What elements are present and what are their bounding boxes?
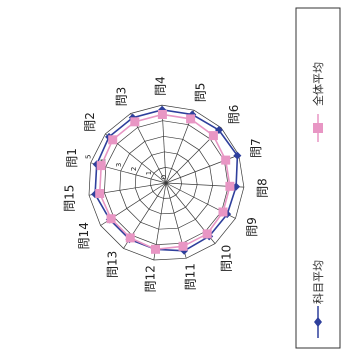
series-2-point-11 (178, 241, 188, 251)
tick-label-2: 2 (130, 167, 138, 171)
category-label-8: 問8 (255, 178, 269, 198)
tick-label-5: 5 (85, 155, 93, 159)
grid-ring-5 (88, 104, 245, 261)
series-2-line (98, 113, 231, 251)
category-label-7: 問7 (249, 138, 263, 158)
series-2-point-2 (108, 135, 118, 145)
series-2-point-7 (221, 155, 231, 165)
series-2-point-10 (202, 229, 212, 239)
series-1 (91, 105, 242, 255)
legend-box (295, 7, 341, 349)
category-label-5: 問5 (193, 83, 207, 103)
tick-label-0: 0 (160, 175, 168, 179)
legend-label-series-1: 科目平均 (311, 260, 325, 304)
tick-label-3: 3 (115, 163, 123, 167)
category-label-4: 問4 (153, 76, 167, 96)
category-label-6: 問6 (227, 105, 241, 125)
grid-ring-4 (104, 120, 229, 245)
category-label-11: 問11 (184, 263, 198, 290)
series-2-point-6 (208, 131, 218, 141)
series-1-point-7 (233, 151, 242, 160)
series-2-point-4 (157, 110, 167, 119)
series-2-point-15 (95, 189, 105, 198)
grid-ring-1 (150, 167, 182, 199)
grid-ring-2 (134, 151, 198, 215)
series-2-point-12 (151, 244, 160, 254)
category-label-2: 問2 (83, 112, 97, 132)
series-1-line (94, 108, 239, 252)
category-label-10: 問10 (220, 245, 234, 272)
series-2-point-14 (106, 214, 116, 224)
series-2-point-9 (218, 207, 228, 217)
legend-marker-series-1 (314, 317, 322, 327)
series-2-point-5 (186, 114, 196, 124)
category-label-1: 問1 (65, 148, 79, 168)
legend-label-series-2: 全体平均 (311, 62, 325, 106)
category-label-12: 問12 (143, 265, 157, 292)
category-label-9: 問9 (245, 217, 259, 237)
category-label-3: 問3 (115, 87, 129, 107)
legend-marker-series-2 (313, 123, 323, 133)
series-2-point-1 (96, 161, 106, 171)
grid-ring-3 (119, 135, 214, 230)
legend: 科目平均 全体平均 (295, 7, 341, 349)
series-2-point-13 (125, 233, 135, 243)
series-2 (95, 110, 235, 254)
series-2-point-8 (225, 181, 235, 191)
category-label-14: 問14 (77, 222, 91, 249)
tick-label-1: 1 (145, 171, 153, 175)
series-2-point-3 (130, 117, 140, 127)
data-series (91, 105, 242, 255)
category-label-13: 問13 (106, 251, 120, 278)
category-label-15: 問15 (63, 185, 77, 212)
